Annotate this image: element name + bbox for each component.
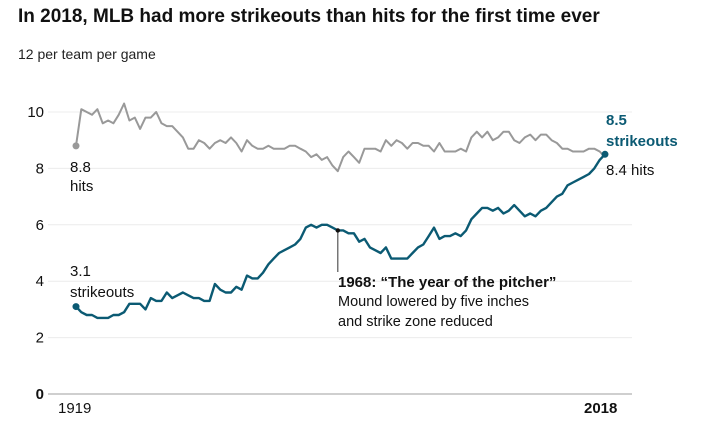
y-tick-8: 8	[36, 160, 44, 177]
chart-title: In 2018, MLB had more strikeouts than hi…	[18, 6, 600, 27]
strikeouts-end-point	[601, 150, 609, 158]
strikeouts-start-value: 3.1	[70, 263, 91, 280]
y-axis-label: per team per game	[37, 46, 156, 62]
y-tick-4: 4	[36, 273, 44, 290]
event-title: 1968: “The year of the pitcher”	[338, 274, 556, 291]
y-tick-12: 12	[18, 46, 34, 62]
strikeouts-start-label: strikeouts	[70, 284, 134, 301]
strikeouts-end-value: 8.5	[606, 112, 627, 129]
strikeouts-line	[75, 153, 606, 320]
x-tick-start: 1919	[58, 400, 91, 417]
event-point	[335, 228, 341, 233]
hits-start-point	[72, 142, 80, 150]
event-line-2: and strike zone reduced	[338, 314, 493, 330]
x-tick-end: 2018	[584, 400, 617, 417]
strikeouts-start-point	[72, 303, 80, 311]
hits-start-label: hits	[70, 178, 93, 195]
strikeouts-end-label: strikeouts	[606, 133, 678, 150]
y-tick-6: 6	[36, 217, 44, 234]
event-line-1: Mound lowered by five inches	[338, 294, 529, 310]
hits-end-label: 8.4 hits	[606, 162, 654, 179]
y-tick-2: 2	[36, 330, 44, 347]
y-tick-0: 0	[36, 386, 44, 403]
y-tick-10: 10	[27, 104, 44, 121]
hits-line	[75, 102, 606, 173]
y-axis-unit-label: 12 per team per game	[18, 46, 156, 62]
hits-start-value: 8.8	[70, 159, 91, 176]
